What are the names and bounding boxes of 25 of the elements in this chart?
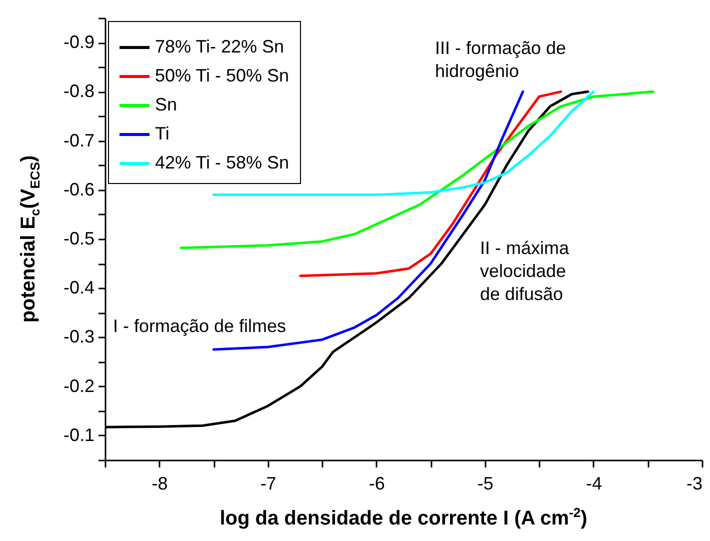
legend-label: Ti [155, 124, 170, 144]
y-tick-label: -0.8 [63, 81, 94, 102]
annotation: I - formação de filmes [113, 316, 286, 336]
y-tick-label: -0.5 [63, 228, 94, 248]
x-tick-label: -6 [368, 474, 385, 494]
annotation: II - máxima velocidade de difusão [480, 238, 570, 304]
x-axis-title: log da densidade de corrente I (A cm$^{-2}$) [218, 505, 588, 531]
x-tick-label: -8 [152, 474, 168, 494]
y-tick-label: -0.1 [63, 424, 94, 445]
y-tick-label: -0.4 [63, 278, 94, 298]
legend-label: 78% Ti- 22% Sn [155, 36, 284, 56]
y-tick-label: -0.3 [63, 326, 94, 347]
legend-label: 50% Ti - 50% Sn [155, 66, 290, 86]
x-tick-label: -4 [586, 474, 602, 494]
legend-label: Sn [155, 94, 178, 114]
legend-label: 42% Ti - 58% Sn [155, 152, 290, 172]
annotation: III - formação de hidrogênio [435, 38, 566, 81]
x-tick-label: -7 [260, 474, 276, 494]
x-tick-label: -5 [477, 474, 494, 494]
line-series [212, 90, 595, 196]
y-tick-label: -0.9 [63, 32, 94, 52]
x-tick-label: -3 [686, 474, 702, 494]
y-tick-label: -0.6 [63, 179, 94, 200]
y-tick-label: -0.7 [63, 130, 94, 150]
y-tick-label: -0.2 [63, 376, 94, 396]
